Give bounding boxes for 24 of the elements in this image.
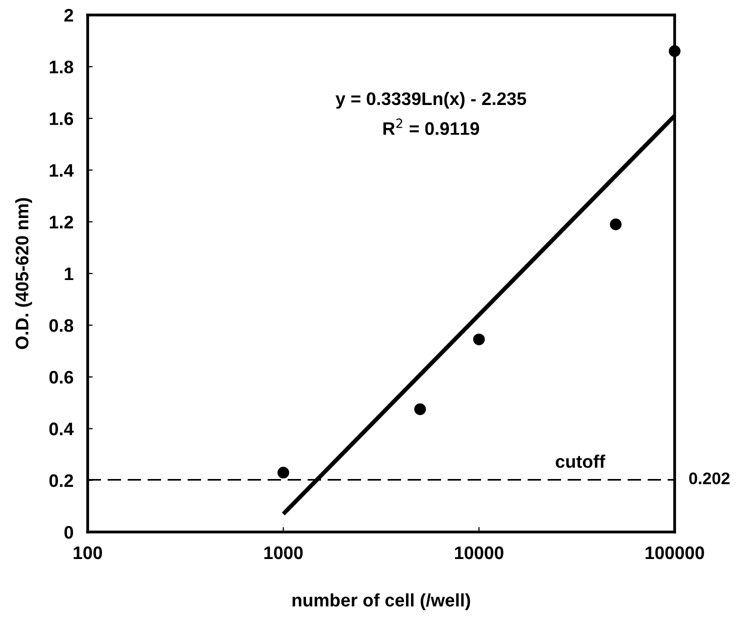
y-tick-label: 0.8 xyxy=(49,319,74,332)
y-tick-label: 1.8 xyxy=(50,60,74,74)
ref-line-label: cutoff xyxy=(556,454,606,468)
y-tick-label: 1.4 xyxy=(50,164,74,177)
y-tick-label: 0.4 xyxy=(49,422,74,436)
y-tick-label: 0.2 xyxy=(49,474,74,488)
y-tick-label: 0 xyxy=(64,526,74,539)
text: 0.202 xyxy=(689,472,730,484)
y-tick-label: 1.2 xyxy=(50,216,74,228)
x-tick-label: 1000 xyxy=(264,546,303,560)
point xyxy=(473,334,485,346)
y-axis-title: O.D. (405-620 nm) xyxy=(15,198,32,350)
x-tick-label: 100 xyxy=(74,546,102,560)
y-tick-label: 1 xyxy=(64,268,74,280)
point xyxy=(668,45,680,57)
annotation: R$^{2}$ = 0.9119 xyxy=(383,118,480,135)
y-tick-label: 1.6 xyxy=(50,112,74,126)
annotation: y = 0.3339Ln(x) - 2.235 xyxy=(336,92,526,109)
x-tick-label: 10000 xyxy=(455,546,504,560)
point xyxy=(277,466,290,478)
y-tick-label: 2 xyxy=(64,8,74,22)
x-tick-label: 100000 xyxy=(646,546,704,560)
x-axis-title: number of cell (/well) xyxy=(292,593,470,610)
y-tick-label: 0.6 xyxy=(49,370,74,384)
